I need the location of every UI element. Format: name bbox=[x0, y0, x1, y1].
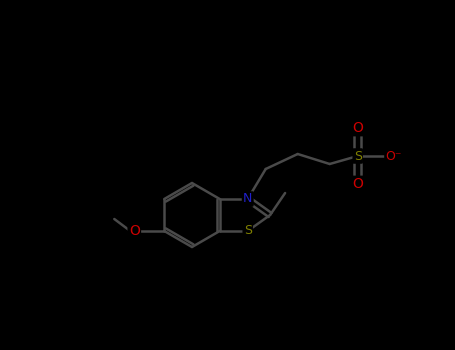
Text: O: O bbox=[129, 224, 140, 238]
Text: O: O bbox=[352, 121, 363, 135]
Text: O⁻: O⁻ bbox=[385, 149, 402, 162]
Text: O: O bbox=[352, 177, 363, 191]
Text: N: N bbox=[243, 193, 253, 205]
Text: S: S bbox=[244, 224, 252, 238]
Text: S: S bbox=[354, 149, 362, 162]
